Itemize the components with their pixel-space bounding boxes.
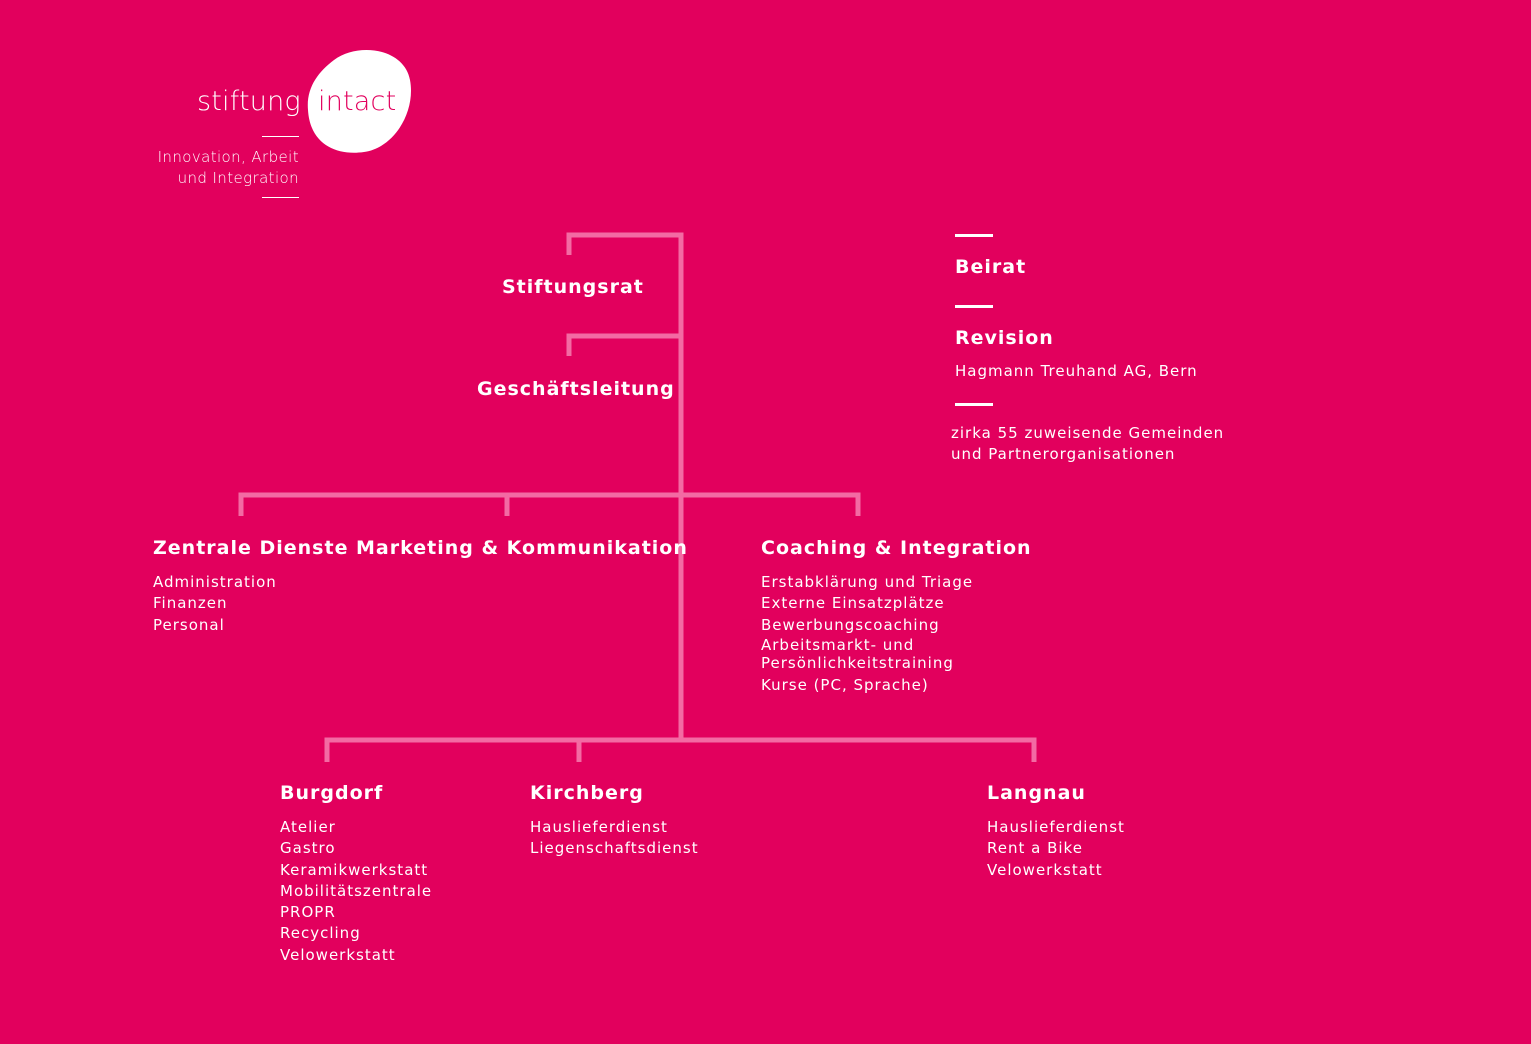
node-board: Stiftungsrat [502, 276, 644, 298]
logo-word-stiftung: stiftung [197, 86, 301, 117]
list-item: Externe Einsatzplätze [761, 594, 945, 613]
department-title: Marketing & Kommunikation [356, 537, 688, 559]
list-item: Recycling [280, 924, 361, 943]
side-rule-audit [955, 305, 993, 308]
location-title: Langnau [987, 782, 1086, 804]
location-items: Atelier Gastro Keramikwerkstatt Mobilitä… [280, 817, 432, 966]
list-item: Hauslieferdienst [987, 818, 1125, 836]
partners-line: und Partnerorganisationen [951, 445, 1176, 463]
audit-detail: Hagmann Treuhand AG, Bern [955, 362, 1198, 380]
logo-rule-top [262, 136, 299, 137]
department-title: Coaching & Integration [761, 537, 1032, 559]
partners-line: zirka 55 zuweisende Gemeinden [951, 424, 1225, 442]
list-item: Bewerbungscoaching [761, 615, 940, 634]
list-item: Velowerkstatt [280, 945, 396, 964]
location-kirchberg: Kirchberg Hauslieferdienst Liegenschafts… [530, 782, 699, 860]
logo-tagline-line: und Integration [177, 169, 299, 187]
department-items: Administration Finanzen Personal [153, 572, 348, 636]
logo-word-intact: intact [318, 86, 397, 117]
connector-departments [238, 492, 861, 516]
list-item: PROPR [280, 903, 336, 922]
logo-blob-shape [307, 49, 411, 153]
list-item: Kurse (PC, Sprache) [761, 675, 929, 694]
logo-rule-bottom [262, 197, 299, 198]
node-advisory: Beirat [955, 256, 1027, 278]
list-item: Gastro [280, 839, 336, 858]
list-item: Arbeitsmarkt- und Persönlichkeitstrainin… [761, 635, 954, 672]
location-burgdorf: Burgdorf Atelier Gastro Keramikwerkstatt… [280, 782, 432, 966]
list-item: Administration [153, 573, 277, 591]
list-item: Liegenschaftsdienst [530, 839, 699, 858]
side-rule-advisory [955, 234, 993, 237]
side-rule-partners [955, 403, 993, 406]
list-item: Mobilitätszentrale [280, 881, 433, 900]
department-zentrale-dienste: Zentrale Dienste Administration Finanzen… [153, 537, 348, 636]
list-item: Erstabklärung und Triage [761, 573, 974, 591]
location-title: Burgdorf [280, 782, 384, 804]
logo-tagline: Innovation, Arbeit und Integration [99, 147, 299, 189]
location-langnau: Langnau Hauslieferdienst Rent a Bike Vel… [987, 782, 1125, 881]
logo: stiftung intact Innovation, Arbeit und I… [150, 48, 420, 208]
list-item: Rent a Bike [987, 839, 1083, 858]
location-items: Hauslieferdienst Rent a Bike Velowerksta… [987, 817, 1125, 881]
logo-tagline-line: Innovation, Arbeit [157, 148, 299, 166]
location-items: Hauslieferdienst Liegenschaftsdienst [530, 817, 699, 860]
connector-management [566, 333, 681, 356]
department-items: Erstabklärung und Triage Externe Einsatz… [761, 572, 1032, 696]
list-item: Keramikwerkstatt [280, 860, 429, 879]
list-item: Atelier [280, 818, 336, 836]
list-item: Hauslieferdienst [530, 818, 668, 836]
connector-locations [324, 737, 1037, 762]
list-item: Personal [153, 615, 225, 634]
location-title: Kirchberg [530, 782, 644, 804]
department-marketing-kommunikation: Marketing & Kommunikation [356, 537, 688, 559]
connector-board [566, 232, 684, 740]
partners-text: zirka 55 zuweisende Gemeinden und Partne… [951, 423, 1224, 465]
node-management: Geschäftsleitung [477, 378, 675, 400]
list-item: Velowerkstatt [987, 860, 1103, 879]
list-item: Finanzen [153, 594, 228, 613]
department-title: Zentrale Dienste [153, 537, 349, 559]
node-audit: Revision [955, 327, 1054, 349]
department-coaching-integration: Coaching & Integration Erstabklärung und… [761, 537, 1032, 696]
